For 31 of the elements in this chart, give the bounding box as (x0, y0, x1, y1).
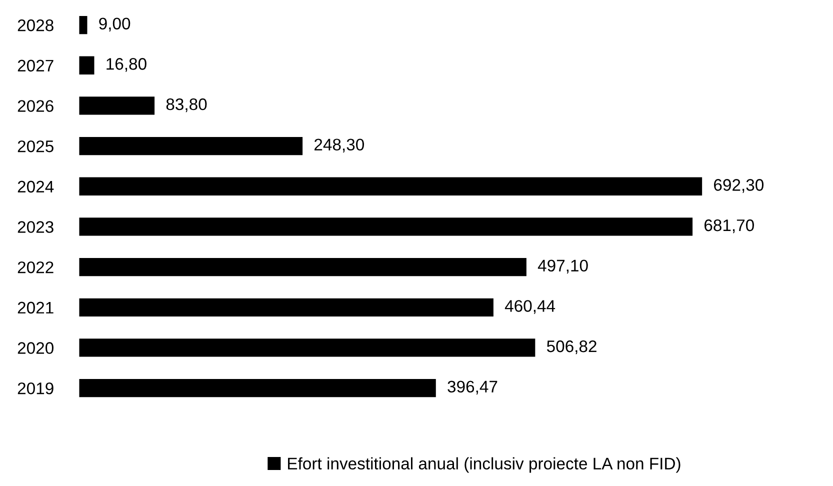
y-tick-label: 2025 (18, 140, 54, 152)
bar (79, 298, 494, 316)
y-tick-label: 2019 (18, 382, 54, 394)
data-label: 692,30 (714, 179, 764, 193)
data-label: 16,80 (106, 58, 146, 72)
bar (79, 338, 536, 357)
data-label: 83,80 (166, 98, 207, 112)
y-tick-label: 2026 (18, 100, 54, 112)
data-label: 506,82 (546, 340, 596, 354)
data-label: 9,00 (99, 18, 130, 32)
y-tick-label: 2021 (18, 302, 54, 314)
data-label: 248,30 (314, 138, 364, 152)
data-label: 497,10 (538, 260, 588, 274)
y-tick-label: 2023 (18, 221, 54, 233)
bar (79, 177, 702, 196)
bar (79, 218, 693, 236)
legend-label: Efort investitional anual (inclusiv proiecte LA non FID) (288, 457, 680, 473)
y-tick-label: 2024 (18, 180, 54, 193)
bar (79, 16, 88, 34)
bar (79, 56, 94, 74)
bar (79, 96, 155, 115)
bar (79, 258, 526, 276)
y-tick-label: 2022 (18, 261, 54, 274)
data-label: 681,70 (704, 219, 754, 234)
y-tick-label: 2028 (18, 19, 54, 32)
data-label: 396,47 (448, 380, 498, 395)
y-tick-label: 2027 (18, 60, 54, 72)
data-label: 460,44 (504, 300, 556, 314)
bar (79, 378, 436, 398)
bar (79, 136, 303, 156)
y-tick-label: 2020 (18, 342, 54, 354)
